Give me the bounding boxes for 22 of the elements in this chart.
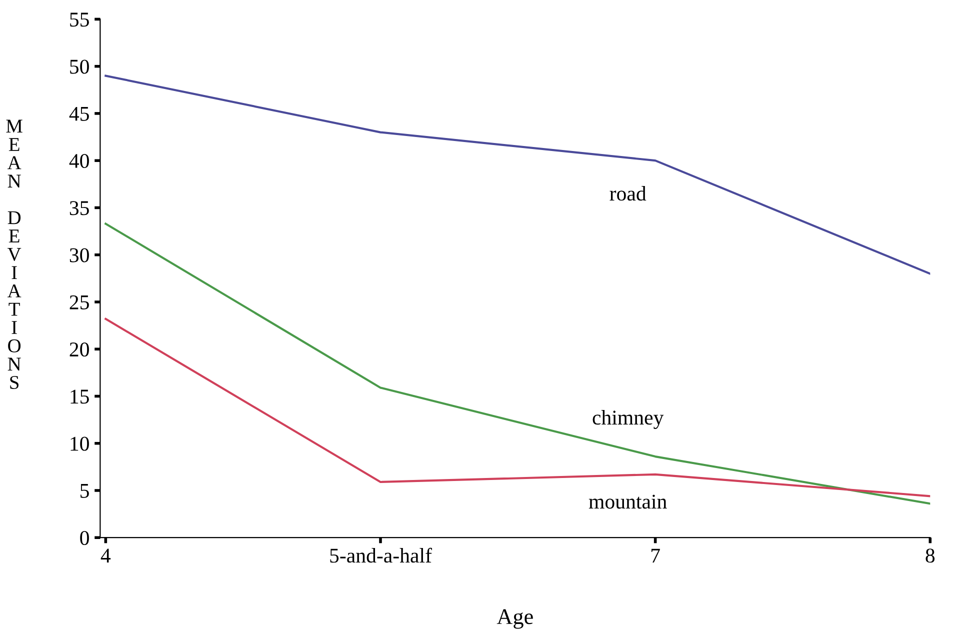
series-label: mountain: [588, 494, 667, 509]
y-tick-label: 50: [70, 60, 89, 74]
x-tick-label: 5-and-a-half: [330, 548, 432, 563]
y-tick-label: 45: [69, 106, 89, 121]
x-tick-label: 8: [926, 548, 935, 563]
x-tick-label: 4: [100, 548, 111, 562]
y-tick-label: 20: [70, 342, 89, 357]
y-tick-label: 35: [70, 201, 89, 216]
y-tick-label: 15: [70, 390, 89, 404]
y-tick-label: 10: [70, 436, 89, 451]
y-tick-label: 5: [80, 484, 89, 498]
x-tick-label: 7: [651, 548, 660, 562]
series-label: chimney: [592, 410, 664, 429]
x-axis-title: Age: [496, 609, 533, 629]
series-label: road: [610, 186, 646, 201]
text: MEAN DEVIATIONS: [6, 120, 22, 390]
y-tick-label: 0: [80, 530, 89, 546]
y-tick-label: 55: [70, 12, 89, 27]
line-series: [104, 74, 930, 275]
y-tick-label: 25: [70, 295, 89, 310]
y-tick-label: 40: [69, 154, 89, 168]
y-tick-label: 30: [70, 248, 89, 262]
